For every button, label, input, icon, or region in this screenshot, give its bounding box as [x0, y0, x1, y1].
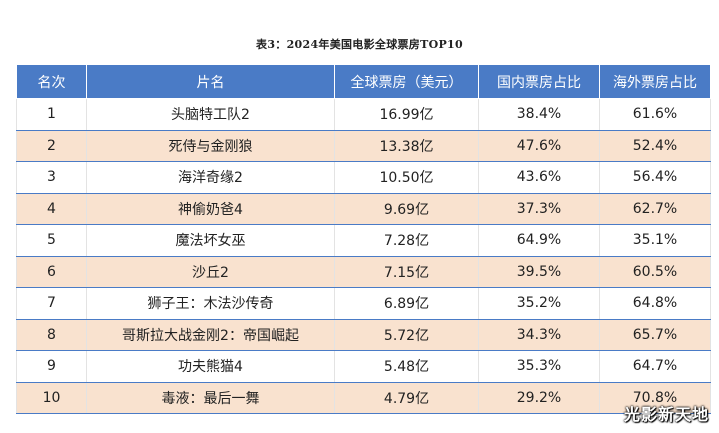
overseas-share-cell: 35.1% — [599, 224, 711, 257]
domestic-share-cell: 43.6% — [478, 161, 600, 194]
rank-cell: 6 — [16, 256, 87, 288]
domestic-share-cell: 29.2% — [478, 382, 600, 414]
header-title: 片名 — [86, 64, 335, 99]
domestic-share-cell: 35.3% — [478, 350, 600, 383]
domestic-share-cell: 39.5% — [478, 256, 600, 288]
global-gross-cell: 6.89亿 — [334, 287, 479, 320]
overseas-share-cell: 56.4% — [599, 161, 711, 194]
domestic-share-cell: 47.6% — [478, 130, 600, 162]
table-body: 1 头脑特工队2 16.99亿 38.4% 61.6% 2 死侍与金刚狼 13.38亿 47.6… — [16, 98, 711, 414]
global-gross-cell: 7.15亿 — [334, 256, 479, 288]
header-overseas-share: 海外票房占比 — [599, 64, 711, 99]
title-cell: 神偷奶爸4 — [86, 193, 335, 225]
table-caption: 表3：2024年美国电影全球票房TOP10 — [256, 38, 463, 51]
global-gross-cell: 4.79亿 — [334, 382, 479, 414]
title-cell: 头脑特工队2 — [86, 98, 335, 131]
overseas-share-cell: 70.8% — [599, 382, 711, 414]
domestic-share-cell: 64.9% — [478, 224, 600, 257]
table-row: 4 神偷奶爸4 9.69亿 37.3% 62.7% — [16, 193, 711, 225]
title-cell: 魔法坏女巫 — [86, 224, 335, 257]
rank-cell: 4 — [16, 193, 87, 225]
overseas-share-cell: 62.7% — [599, 193, 711, 225]
overseas-share-cell: 64.7% — [599, 350, 711, 383]
global-gross-cell: 5.48亿 — [334, 350, 479, 383]
global-gross-cell: 10.50亿 — [334, 161, 479, 194]
title-cell: 沙丘2 — [86, 256, 335, 288]
rank-cell: 3 — [16, 161, 87, 194]
title-cell: 狮子王：木法沙传奇 — [86, 287, 335, 320]
rank-cell: 10 — [16, 382, 87, 414]
overseas-share-cell: 64.8% — [599, 287, 711, 320]
title-cell: 哥斯拉大战金刚2：帝国崛起 — [86, 319, 335, 351]
box-office-table: 名次 片名 全球票房（美元） 国内票房占比 海外票房占比 1 头脑特工队2 16.9… — [16, 64, 711, 414]
header-domestic-share: 国内票房占比 — [478, 64, 600, 99]
rank-cell: 7 — [16, 287, 87, 320]
title-cell: 功夫熊猫4 — [86, 350, 335, 383]
overseas-share-cell: 52.4% — [599, 130, 711, 162]
domestic-share-cell: 34.3% — [478, 319, 600, 351]
rank-cell: 2 — [16, 130, 87, 162]
overseas-share-cell: 61.6% — [599, 98, 711, 131]
table-row: 5 魔法坏女巫 7.28亿 64.9% 35.1% — [16, 224, 711, 257]
table-row: 2 死侍与金刚狼 13.38亿 47.6% 52.4% — [16, 130, 711, 162]
table-row: 3 海洋奇缘2 10.50亿 43.6% 56.4% — [16, 161, 711, 194]
global-gross-cell: 9.69亿 — [334, 193, 479, 225]
table-row: 1 头脑特工队2 16.99亿 38.4% 61.6% — [16, 98, 711, 131]
title-cell: 毒液：最后一舞 — [86, 382, 335, 414]
rank-cell: 9 — [16, 350, 87, 383]
domestic-share-cell: 38.4% — [478, 98, 600, 131]
global-gross-cell: 13.38亿 — [334, 130, 479, 162]
rank-cell: 5 — [16, 224, 87, 257]
table-row: 7 狮子王：木法沙传奇 6.89亿 35.2% 64.8% — [16, 287, 711, 320]
overseas-share-cell: 65.7% — [599, 319, 711, 351]
header-global-gross: 全球票房（美元） — [334, 64, 479, 99]
rank-cell: 1 — [16, 98, 87, 131]
title-cell: 海洋奇缘2 — [86, 161, 335, 194]
header-rank: 名次 — [16, 64, 87, 99]
global-gross-cell: 16.99亿 — [334, 98, 479, 131]
domestic-share-cell: 37.3% — [478, 193, 600, 225]
watermark: 光影新天地 — [623, 405, 709, 424]
global-gross-cell: 7.28亿 — [334, 224, 479, 257]
rank-cell: 8 — [16, 319, 87, 351]
overseas-share-cell: 60.5% — [599, 256, 711, 288]
global-gross-cell: 5.72亿 — [334, 319, 479, 351]
table-row: 9 功夫熊猫4 5.48亿 35.3% 64.7% — [16, 350, 711, 383]
title-cell: 死侍与金刚狼 — [86, 130, 335, 162]
table-row: 6 沙丘2 7.15亿 39.5% 60.5% — [16, 256, 711, 288]
table-row: 10 毒液：最后一舞 4.79亿 29.2% 70.8% — [16, 382, 711, 414]
table-row: 8 哥斯拉大战金刚2：帝国崛起 5.72亿 34.3% 65.7% — [16, 319, 711, 351]
table-header-row: 名次 片名 全球票房（美元） 国内票房占比 海外票房占比 — [16, 64, 711, 99]
domestic-share-cell: 35.2% — [478, 287, 600, 320]
